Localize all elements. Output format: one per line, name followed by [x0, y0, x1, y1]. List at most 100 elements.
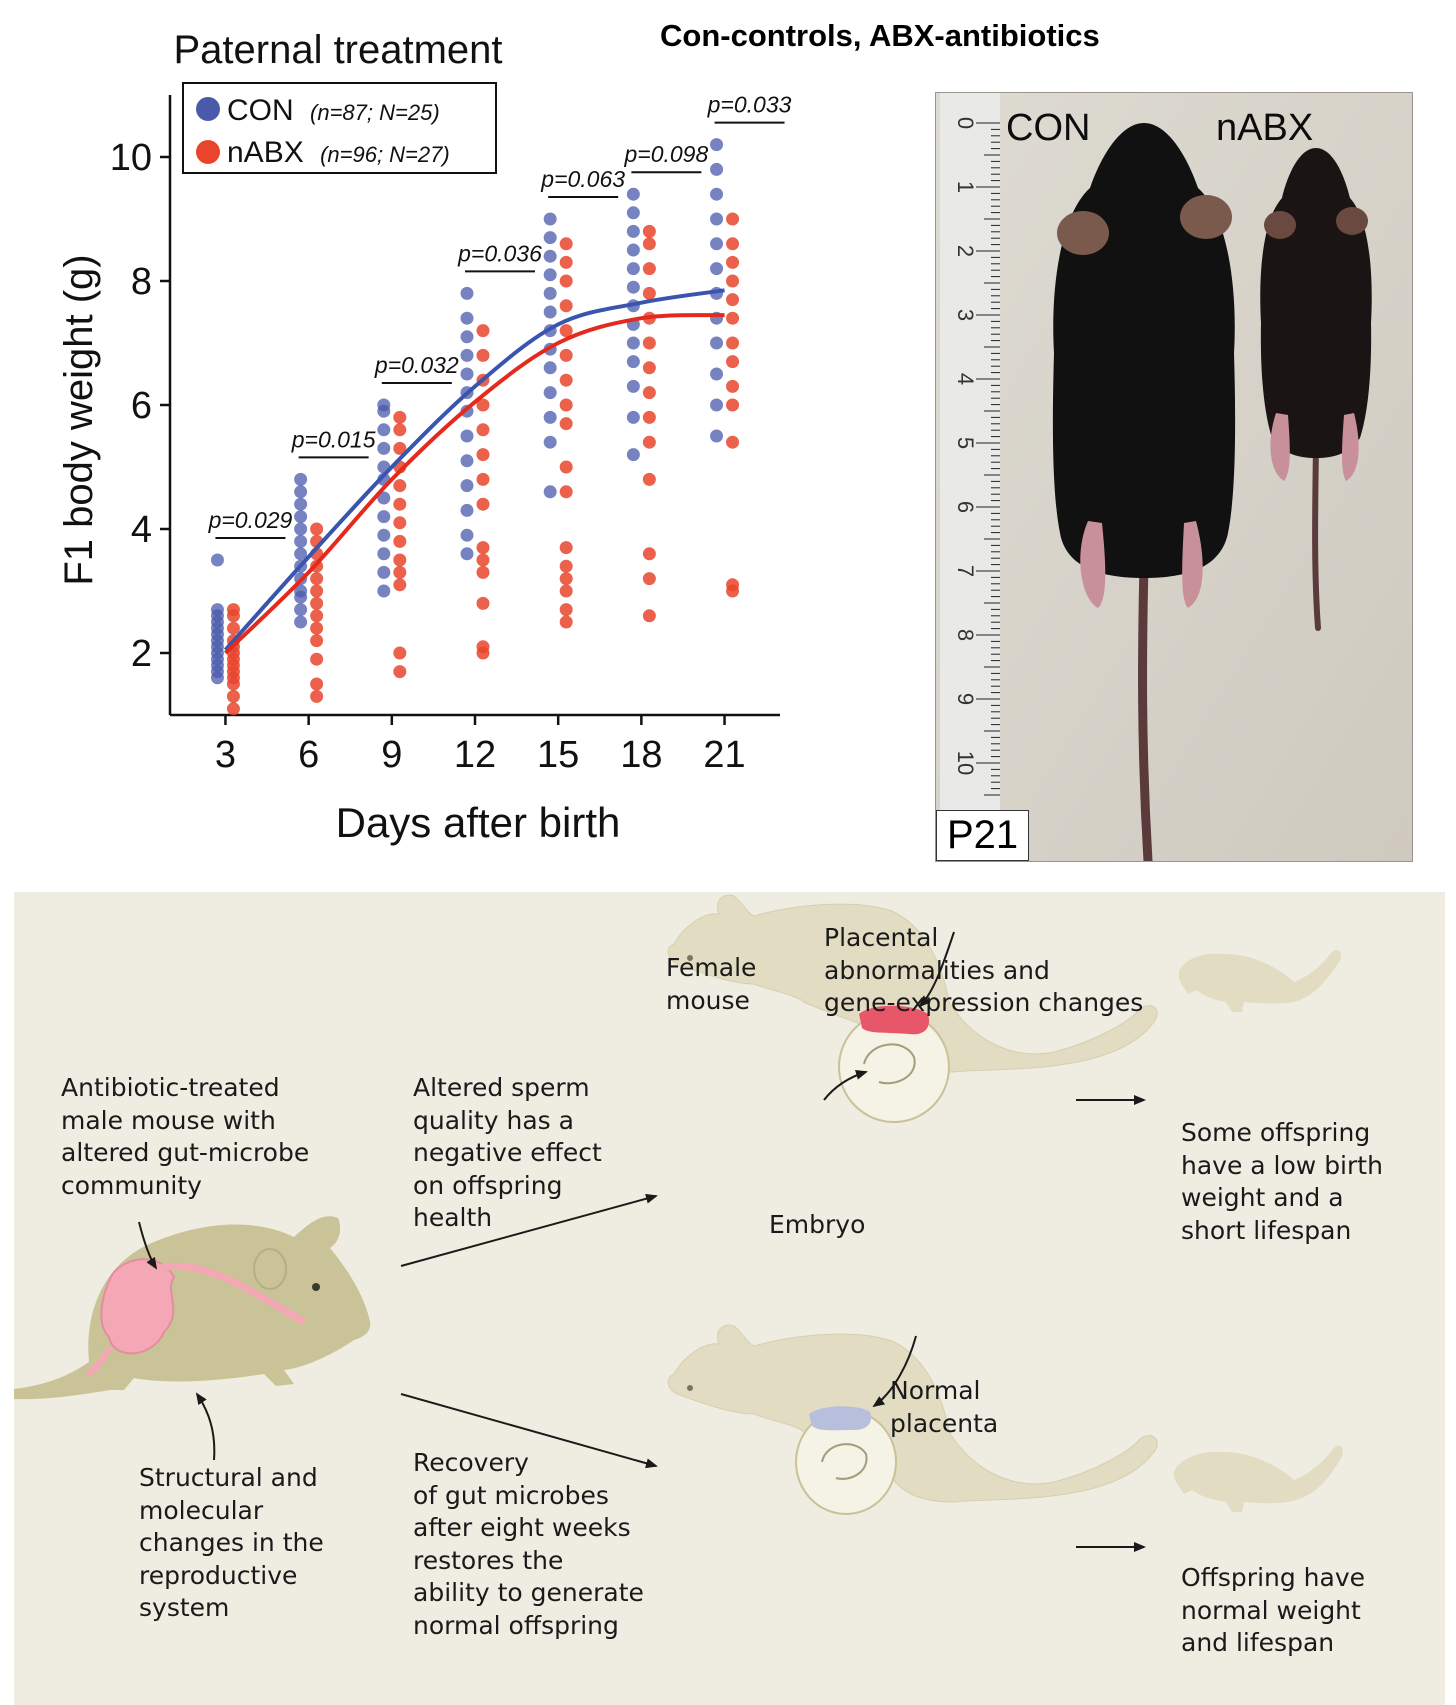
legend-nabx-marker	[196, 140, 220, 164]
p-value-label: p=0.033	[707, 92, 792, 118]
nabx-data-point	[476, 348, 490, 362]
nabx-data-point	[726, 293, 740, 307]
con-data-point	[294, 510, 308, 524]
normal-outcome-caption: Offspring have normal weight and lifespa…	[1181, 1563, 1366, 1657]
con-data-point	[626, 262, 640, 276]
con-data-point	[710, 138, 724, 152]
nabx-data-point	[642, 410, 656, 424]
nabx-data-point	[559, 274, 573, 288]
nabx-data-point	[476, 553, 490, 567]
con-data-point	[460, 367, 474, 381]
con-data-point	[543, 410, 557, 424]
nabx-data-point	[476, 324, 490, 338]
nabx-data-point	[559, 615, 573, 629]
nabx-data-point	[310, 652, 324, 666]
con-data-point	[626, 187, 640, 201]
con-data-point	[460, 348, 474, 362]
nabx-data-point	[559, 603, 573, 617]
con-data-point	[543, 386, 557, 400]
nabx-data-point	[310, 677, 324, 691]
y-tick-label: 8	[131, 261, 152, 303]
nabx-data-point	[393, 479, 407, 493]
con-fit-line	[223, 288, 725, 652]
chart-title: Paternal treatment	[173, 28, 502, 72]
con-data-point	[377, 584, 391, 598]
nabx-data-point	[310, 584, 324, 598]
svg-text:nABX (n=96; N=27): nABX (n=96; N=27)	[227, 136, 450, 169]
nabx-data-point	[476, 423, 490, 437]
chart-axes: 2 4 6 8 10 3 6 9 12 15 18 21	[110, 95, 780, 776]
legend-nabx-note: (n=96; N=27)	[320, 142, 450, 167]
nabx-data-point	[559, 373, 573, 387]
nabx-data-point	[726, 336, 740, 350]
con-data-point	[210, 603, 224, 617]
nabx-data-point	[559, 584, 573, 598]
chart-legend: CON (n=87; N=25) nABX (n=96; N=27)	[182, 82, 497, 174]
nabx-fit-line	[224, 313, 725, 655]
con-data-point	[626, 224, 640, 238]
con-data-point	[294, 497, 308, 511]
legend-nabx-label: nABX	[227, 136, 304, 169]
con-data-point	[543, 231, 557, 245]
nabx-data-point	[559, 417, 573, 431]
ruler-number: 9	[953, 693, 978, 705]
con-data-point	[626, 243, 640, 257]
con-data-point	[460, 311, 474, 325]
figure-header: Con-controls, ABX-antibiotics	[660, 18, 1100, 53]
nabx-data-point	[310, 621, 324, 635]
nabx-data-point	[226, 702, 240, 716]
con-data-point	[626, 448, 640, 462]
x-tick-label: 6	[298, 734, 319, 776]
nabx-data-point	[642, 472, 656, 486]
con-data-point	[626, 410, 640, 424]
diagram-illustration	[14, 894, 1343, 1552]
con-data-point	[377, 423, 391, 437]
nabx-data-point	[226, 689, 240, 703]
con-data-point	[710, 367, 724, 381]
con-data-point	[710, 429, 724, 443]
p-value-label: p=0.015	[291, 426, 376, 452]
nabx-data-point	[310, 572, 324, 586]
con-data-point	[377, 547, 391, 561]
con-data-point	[543, 249, 557, 263]
con-mouse-foot-right	[1182, 521, 1203, 608]
nabx-mouse-ear-right	[1336, 207, 1368, 235]
photo-label-con: CON	[1006, 107, 1091, 149]
nabx-data-point	[476, 541, 490, 555]
female-mouse-abnormal	[667, 894, 1158, 1123]
con-data-point	[377, 528, 391, 542]
age-label: P21	[936, 810, 1030, 861]
nabx-data-point	[726, 355, 740, 369]
nabx-data-point	[393, 497, 407, 511]
con-data-point	[377, 491, 391, 505]
x-tick-label: 3	[215, 734, 236, 776]
con-data-point	[294, 615, 308, 629]
legend-con-label: CON	[227, 94, 294, 127]
nabx-data-point	[476, 398, 490, 412]
con-data-point	[543, 268, 557, 282]
nabx-data-point	[642, 336, 656, 350]
nabx-data-point	[642, 224, 656, 238]
x-tick-label: 15	[537, 734, 579, 776]
nabx-data-point	[393, 665, 407, 679]
male-mouse	[14, 1216, 371, 1400]
con-data-point	[460, 286, 474, 300]
con-data-point	[377, 565, 391, 579]
con-mouse-ear-left	[1057, 211, 1109, 255]
x-tick-label: 9	[381, 734, 402, 776]
ruler-number: 3	[953, 309, 978, 321]
legend-con-note: (n=87; N=25)	[310, 100, 440, 125]
ruler-number: 7	[953, 565, 978, 577]
nabx-data-point	[642, 572, 656, 586]
nabx-data-point	[393, 516, 407, 530]
mechanism-diagram: Antibiotic-treated male mouse with alter…	[14, 892, 1445, 1705]
female-label: Female mouse	[666, 953, 757, 1015]
nabx-data-point	[559, 324, 573, 338]
nabx-data-point	[642, 386, 656, 400]
nabx-data-point	[393, 565, 407, 579]
con-data-point	[377, 441, 391, 455]
nabx-mouse-tail	[1312, 442, 1321, 631]
con-data-point	[626, 206, 640, 220]
placental-label: Placental abnormalities and gene-express…	[824, 923, 1144, 1017]
con-data-point	[294, 603, 308, 617]
